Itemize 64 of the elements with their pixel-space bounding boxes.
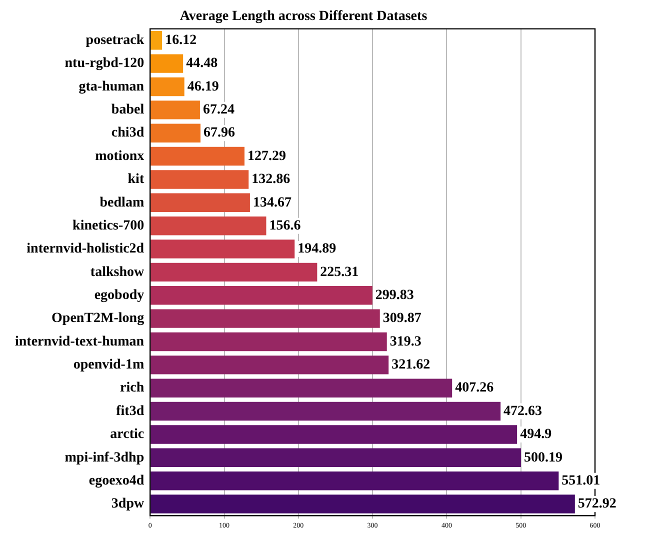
y-tick-label: babel bbox=[111, 102, 144, 118]
y-tick-label: talkshow bbox=[90, 264, 145, 280]
bar bbox=[150, 425, 518, 444]
bar bbox=[150, 494, 575, 514]
bar bbox=[150, 356, 389, 374]
y-tick-label: kit bbox=[128, 172, 144, 188]
y-tick-label: arctic bbox=[110, 427, 144, 442]
bar bbox=[150, 146, 244, 166]
bar bbox=[150, 170, 249, 189]
data-label: 67.96 bbox=[204, 126, 235, 141]
y-tick-label: internvid-holistic2d bbox=[26, 242, 144, 257]
bar bbox=[150, 402, 501, 421]
bar bbox=[150, 100, 200, 120]
y-tick-label: openvid-1m bbox=[73, 358, 144, 373]
data-label: 156.6 bbox=[269, 218, 301, 234]
data-label: 67.24 bbox=[202, 102, 234, 118]
y-tick-label: 3dpw bbox=[111, 496, 145, 512]
bar bbox=[150, 471, 559, 490]
bar bbox=[150, 286, 372, 305]
y-tick-label: posetrack bbox=[86, 33, 144, 48]
data-label: 500.19 bbox=[524, 450, 562, 466]
data-label: 309.87 bbox=[382, 311, 422, 326]
y-tick-label: ntu-rgbd-120 bbox=[64, 56, 144, 72]
data-label: 225.31 bbox=[320, 264, 359, 280]
data-label: 46.19 bbox=[187, 79, 219, 94]
bar bbox=[150, 77, 184, 96]
data-label: 134.67 bbox=[252, 195, 292, 210]
bar bbox=[150, 332, 387, 352]
y-tick-label: chi3d bbox=[111, 126, 144, 141]
data-label: 494.9 bbox=[520, 427, 552, 442]
data-label: 16.12 bbox=[165, 33, 197, 48]
y-tick-label: internvid-text-human bbox=[14, 334, 144, 350]
data-label: 194.89 bbox=[298, 242, 336, 257]
data-label: 132.86 bbox=[252, 172, 290, 188]
y-tick-label: bedlam bbox=[100, 195, 144, 210]
data-label: 551.01 bbox=[562, 473, 600, 488]
bar bbox=[150, 309, 380, 328]
y-tick-label: rich bbox=[120, 380, 144, 396]
bar bbox=[150, 240, 295, 258]
data-label: 319.3 bbox=[390, 334, 422, 350]
bar bbox=[150, 262, 318, 282]
bar bbox=[150, 378, 452, 398]
y-tick-label: fit3d bbox=[116, 404, 144, 419]
bar bbox=[150, 216, 266, 236]
data-label: 407.26 bbox=[455, 380, 494, 396]
y-tick-label: egoexo4d bbox=[88, 473, 144, 488]
data-label: 472.63 bbox=[504, 404, 542, 419]
bar bbox=[150, 31, 162, 50]
data-label: 572.92 bbox=[578, 496, 616, 512]
bar bbox=[150, 448, 521, 468]
data-label: 44.48 bbox=[186, 56, 218, 72]
y-tick-label: mpi-inf-3dhp bbox=[64, 450, 144, 466]
bar bbox=[150, 193, 250, 212]
y-tick-label: egobody bbox=[94, 288, 144, 303]
data-label: 321.62 bbox=[392, 358, 430, 373]
data-label: 127.29 bbox=[247, 148, 286, 164]
y-tick-label: kinetics-700 bbox=[72, 218, 144, 234]
chart-title: Average Length across Different Datasets bbox=[180, 9, 428, 24]
data-label: 299.83 bbox=[375, 288, 414, 303]
y-tick-label: OpenT2M-long bbox=[52, 311, 144, 326]
bar bbox=[150, 54, 184, 73]
y-tick-label: gta-human bbox=[78, 79, 144, 94]
y-tick-label: motionx bbox=[95, 148, 144, 164]
bar bbox=[150, 124, 200, 142]
